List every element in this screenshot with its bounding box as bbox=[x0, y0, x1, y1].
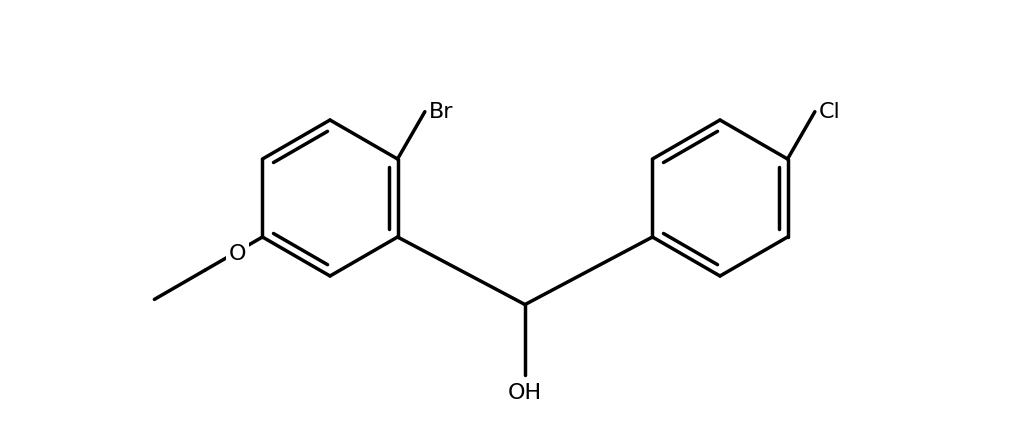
Text: OH: OH bbox=[508, 383, 543, 403]
Text: Cl: Cl bbox=[819, 102, 840, 122]
Text: Br: Br bbox=[429, 102, 453, 122]
Text: O: O bbox=[229, 244, 247, 264]
